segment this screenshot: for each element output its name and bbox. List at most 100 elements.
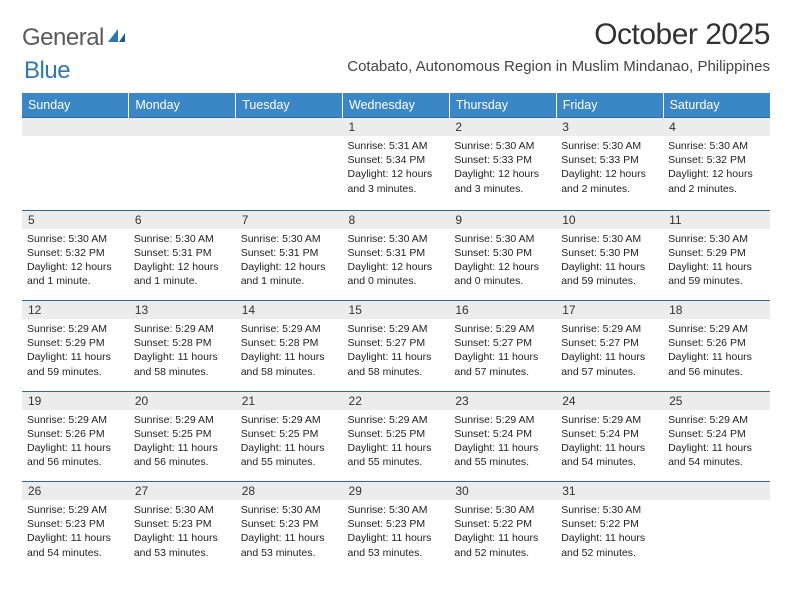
day-number: 8	[343, 211, 450, 229]
title-block: October 2025 Cotabato, Autonomous Region…	[347, 18, 770, 75]
day-number: 14	[236, 301, 343, 319]
sun-info-line: Sunrise: 5:29 AM	[348, 322, 445, 336]
sun-info-line: Sunrise: 5:29 AM	[27, 322, 124, 336]
day-header: Monday	[129, 93, 236, 118]
day-cell: Sunrise: 5:29 AMSunset: 5:25 PMDaylight:…	[236, 410, 343, 482]
day-cell-body: Sunrise: 5:29 AMSunset: 5:29 PMDaylight:…	[22, 319, 129, 382]
sun-info-line: Daylight: 11 hours and 52 minutes.	[454, 531, 551, 559]
sun-info-line: Sunset: 5:26 PM	[27, 427, 124, 441]
sun-info-line: Sunset: 5:27 PM	[561, 336, 658, 350]
day-cell-body: Sunrise: 5:29 AMSunset: 5:25 PMDaylight:…	[343, 410, 450, 473]
day-cell-body	[663, 500, 770, 506]
day-cell-body: Sunrise: 5:29 AMSunset: 5:24 PMDaylight:…	[449, 410, 556, 473]
day-number-cell: 9	[449, 210, 556, 229]
sun-info-line: Sunset: 5:23 PM	[27, 517, 124, 531]
day-cell: Sunrise: 5:29 AMSunset: 5:23 PMDaylight:…	[22, 500, 129, 572]
day-number-cell: 30	[449, 482, 556, 501]
day-cell	[236, 136, 343, 210]
day-number: 28	[236, 482, 343, 500]
day-number-cell: 17	[556, 301, 663, 320]
sun-info-line: Daylight: 11 hours and 55 minutes.	[348, 441, 445, 469]
day-cell-body: Sunrise: 5:29 AMSunset: 5:28 PMDaylight:…	[129, 319, 236, 382]
sun-info-line: Sunrise: 5:29 AM	[668, 413, 765, 427]
sun-info-line: Sunrise: 5:29 AM	[134, 322, 231, 336]
day-cell-body: Sunrise: 5:30 AMSunset: 5:33 PMDaylight:…	[449, 136, 556, 199]
sun-info-line: Sunset: 5:23 PM	[241, 517, 338, 531]
sun-info-line: Sunrise: 5:29 AM	[454, 413, 551, 427]
day-header: Sunday	[22, 93, 129, 118]
sun-info-line: Daylight: 11 hours and 53 minutes.	[348, 531, 445, 559]
sun-info-line: Sunrise: 5:30 AM	[241, 232, 338, 246]
day-number-cell: 23	[449, 391, 556, 410]
day-cell: Sunrise: 5:30 AMSunset: 5:30 PMDaylight:…	[556, 229, 663, 301]
day-cell-body: Sunrise: 5:30 AMSunset: 5:31 PMDaylight:…	[236, 229, 343, 292]
day-number: 29	[343, 482, 450, 500]
day-number	[129, 118, 236, 136]
daynum-row: 567891011	[22, 210, 770, 229]
day-cell	[663, 500, 770, 572]
sun-info-line: Daylight: 12 hours and 2 minutes.	[561, 167, 658, 195]
sun-info-line: Daylight: 11 hours and 54 minutes.	[561, 441, 658, 469]
sun-info-line: Sunset: 5:31 PM	[134, 246, 231, 260]
sun-info-line: Sunrise: 5:30 AM	[668, 139, 765, 153]
day-cell: Sunrise: 5:29 AMSunset: 5:25 PMDaylight:…	[343, 410, 450, 482]
day-number: 20	[129, 392, 236, 410]
day-number: 1	[343, 118, 450, 136]
sun-info-line: Sunset: 5:34 PM	[348, 153, 445, 167]
day-number	[22, 118, 129, 136]
day-cell: Sunrise: 5:29 AMSunset: 5:25 PMDaylight:…	[129, 410, 236, 482]
week-row: Sunrise: 5:29 AM Sunset: 5:26 PM Daylight:…	[22, 410, 770, 482]
day-number-cell: 8	[343, 210, 450, 229]
day-cell-body: Sunrise: 5:30 AMSunset: 5:22 PMDaylight:…	[449, 500, 556, 563]
day-cell: Sunrise: 5:30 AMSunset: 5:23 PMDaylight:…	[343, 500, 450, 572]
day-number: 27	[129, 482, 236, 500]
logo: General	[22, 24, 127, 52]
daynum-row: 1234	[22, 118, 770, 137]
daynum-row: 12131415161718	[22, 301, 770, 320]
day-number: 15	[343, 301, 450, 319]
day-cell-body	[22, 136, 129, 142]
day-number-cell: 5	[22, 210, 129, 229]
day-number: 16	[449, 301, 556, 319]
sun-info-line: Sunset: 5:26 PM	[668, 336, 765, 350]
day-cell-body: Sunrise: 5:30 AMSunset: 5:23 PMDaylight:…	[129, 500, 236, 563]
day-number: 23	[449, 392, 556, 410]
day-cell: Sunrise: 5:29 AMSunset: 5:24 PMDaylight:…	[663, 410, 770, 482]
day-number-cell: 24	[556, 391, 663, 410]
sun-info-line: Sunset: 5:33 PM	[454, 153, 551, 167]
sun-info-line: Sunrise: 5:29 AM	[561, 413, 658, 427]
day-cell: Sunrise: 5:31 AMSunset: 5:34 PMDaylight:…	[343, 136, 450, 210]
day-cell-body: Sunrise: 5:29 AMSunset: 5:28 PMDaylight:…	[236, 319, 343, 382]
sun-info-line: Daylight: 11 hours and 58 minutes.	[348, 350, 445, 378]
day-header: Friday	[556, 93, 663, 118]
day-number	[663, 482, 770, 500]
day-cell: Sunrise: 5:29 AMSunset: 5:26 PMDaylight:…	[22, 410, 129, 482]
sun-info-line: Daylight: 11 hours and 56 minutes.	[134, 441, 231, 469]
sun-info-line: Sunrise: 5:30 AM	[454, 139, 551, 153]
sun-info-line: Sunset: 5:25 PM	[241, 427, 338, 441]
day-number: 7	[236, 211, 343, 229]
day-cell-body: Sunrise: 5:29 AMSunset: 5:27 PMDaylight:…	[449, 319, 556, 382]
week-row: Sunrise: 5:30 AMSunset: 5:32 PMDaylight:…	[22, 229, 770, 301]
day-number: 30	[449, 482, 556, 500]
day-cell-body: Sunrise: 5:31 AMSunset: 5:34 PMDaylight:…	[343, 136, 450, 199]
day-cell: Sunrise: 5:30 AMSunset: 5:31 PMDaylight:…	[343, 229, 450, 301]
month-title: October 2025	[347, 18, 770, 52]
day-cell: Sunrise: 5:30 AMSunset: 5:31 PMDaylight:…	[129, 229, 236, 301]
sun-info-line: Sunset: 5:24 PM	[668, 427, 765, 441]
day-cell-body: Sunrise: 5:29 AMSunset: 5:26 PMDaylight:…	[22, 410, 129, 473]
day-number: 5	[22, 211, 129, 229]
day-cell: Sunrise: 5:30 AMSunset: 5:33 PMDaylight:…	[556, 136, 663, 210]
sun-info-line: Sunset: 5:25 PM	[134, 427, 231, 441]
calendar-table: Sunday Monday Tuesday Wednesday Thursday…	[22, 93, 770, 572]
day-number-cell: 29	[343, 482, 450, 501]
sun-info-line: Sunset: 5:29 PM	[668, 246, 765, 260]
sun-info-line: Sunset: 5:27 PM	[348, 336, 445, 350]
day-cell-body: Sunrise: 5:30 AMSunset: 5:23 PMDaylight:…	[343, 500, 450, 563]
sun-info-line: Sunset: 5:22 PM	[561, 517, 658, 531]
sun-info-line: Daylight: 12 hours and 1 minute.	[134, 260, 231, 288]
sun-info-line: Sunrise: 5:29 AM	[241, 413, 338, 427]
day-cell: Sunrise: 5:29 AMSunset: 5:24 PMDaylight:…	[449, 410, 556, 482]
day-number-cell: 2	[449, 118, 556, 137]
sun-info-line: Sunrise: 5:29 AM	[348, 413, 445, 427]
